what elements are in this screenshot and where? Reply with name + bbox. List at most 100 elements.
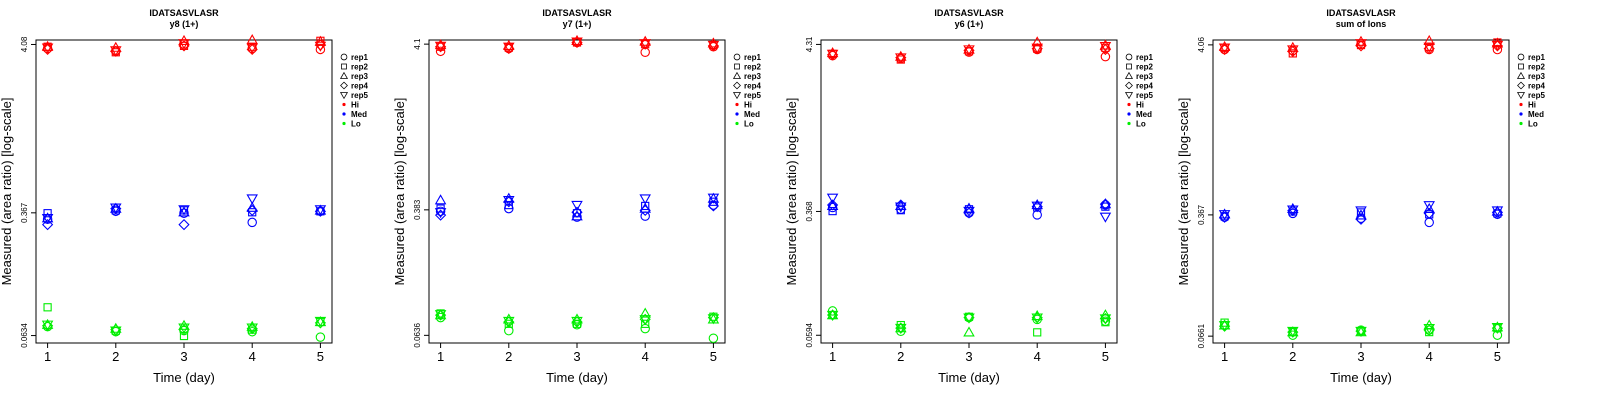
legend-label: rep4 (351, 82, 368, 91)
legend-dot (1127, 121, 1131, 126)
data-point (110, 322, 122, 333)
data-point (434, 41, 447, 52)
data-point (1031, 313, 1043, 324)
data-point (1355, 209, 1367, 220)
data-point (41, 40, 54, 51)
data-point (1423, 42, 1435, 53)
data-point (110, 203, 122, 214)
legend-dot (342, 112, 346, 116)
data-point (571, 206, 583, 218)
data-point (828, 206, 837, 216)
x-axis-label: Time (day) (1330, 370, 1392, 385)
data-point (435, 206, 446, 217)
legend-dot (735, 102, 739, 107)
data-point (1424, 217, 1434, 228)
legend-dot (1519, 102, 1523, 107)
data-point (435, 46, 446, 57)
y-axis-label: Measured (area ratio) [log-scale] (0, 98, 14, 286)
legend-entry: Med (735, 110, 760, 119)
legend-marker (1517, 53, 1525, 61)
legend-entry: rep3 (732, 71, 761, 81)
data-point (246, 204, 258, 217)
data-point (895, 323, 907, 335)
y-tick-label: 0.367 (20, 202, 29, 223)
chart-subtitle: y8 (1+) (170, 19, 199, 29)
data-point (247, 217, 257, 228)
data-point (246, 323, 258, 334)
data-point (826, 199, 839, 211)
legend-marker (1516, 92, 1526, 100)
data-point (314, 205, 327, 216)
x-tick-label: 5 (317, 349, 324, 364)
data-point (963, 313, 975, 324)
plot-frame (820, 39, 1118, 344)
data-point (178, 319, 190, 330)
data-point (503, 192, 515, 203)
legend-marker (1125, 81, 1133, 90)
legend-entry: rep4 (733, 82, 761, 91)
data-point (246, 43, 258, 54)
data-point (639, 39, 651, 50)
data-point (178, 39, 190, 50)
legend-marker (1124, 71, 1134, 79)
data-point (1355, 39, 1367, 50)
data-point (41, 212, 54, 223)
data-point (896, 320, 905, 330)
data-point (41, 318, 54, 329)
legend-entry: rep2 (341, 63, 368, 72)
data-point (1423, 323, 1435, 335)
x-tick-label: 4 (642, 349, 649, 364)
data-point (1218, 321, 1231, 332)
x-tick-label: 5 (1494, 349, 1501, 364)
data-point (246, 194, 258, 205)
legend-label: Hi (351, 101, 359, 110)
data-point (1288, 208, 1298, 219)
x-tick-label: 5 (710, 349, 717, 364)
legend-label: rep1 (351, 53, 368, 62)
data-point (1355, 40, 1367, 52)
legend-dot (1519, 121, 1523, 126)
legend-entry: Med (1519, 110, 1544, 119)
data-point (1425, 210, 1434, 219)
legend-marker (1124, 92, 1134, 100)
legend-entry: rep4 (1517, 82, 1545, 91)
data-point (503, 316, 515, 328)
data-point (110, 326, 122, 337)
data-point (434, 209, 447, 221)
data-point (246, 34, 258, 45)
data-point (178, 205, 190, 216)
legend-label: Med (1136, 110, 1152, 119)
legend-entry: rep5 (732, 91, 761, 100)
legend-label: Lo (1528, 120, 1538, 129)
data-point (707, 40, 720, 51)
y-tick-label: 0.383 (413, 199, 422, 220)
data-point (963, 326, 975, 337)
data-point (1218, 319, 1231, 330)
y-tick-label: 4.08 (20, 36, 29, 52)
data-point (708, 333, 719, 344)
legend-label: Lo (351, 120, 361, 129)
legend-marker (733, 53, 741, 61)
legend-label: rep3 (1528, 72, 1545, 81)
data-point (41, 219, 54, 231)
data-point (1099, 43, 1112, 56)
data-point (571, 37, 583, 48)
legend-label: rep5 (1136, 91, 1153, 100)
data-point (41, 43, 54, 54)
legend-label: rep2 (1528, 63, 1545, 72)
x-tick-label: 3 (1357, 349, 1364, 364)
legend-label: rep5 (351, 91, 368, 100)
data-point (639, 315, 651, 326)
data-point (640, 323, 650, 334)
data-point (895, 202, 907, 213)
legend-dot (342, 121, 346, 126)
legend-entry: Hi (342, 101, 359, 110)
legend-label: rep5 (1528, 91, 1545, 100)
legend-entry: rep1 (340, 53, 368, 62)
chart-title: IDATSASVLASR (934, 8, 1004, 18)
legend-label: rep3 (1136, 72, 1153, 81)
data-point (1100, 51, 1111, 62)
x-tick-label: 5 (1102, 349, 1109, 364)
